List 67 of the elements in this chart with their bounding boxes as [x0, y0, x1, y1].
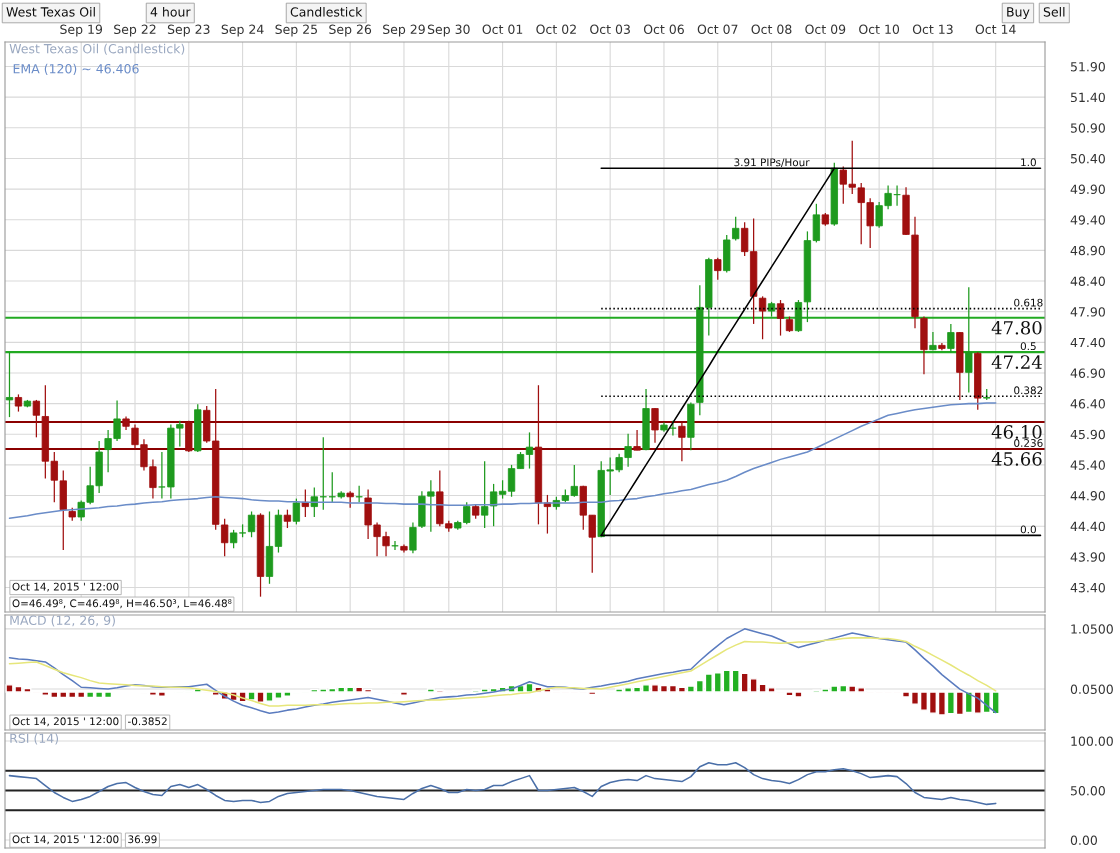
y-tick-label: 0.0500 [1070, 684, 1113, 694]
annotation: Oct 14, 2015 ' 12:00 [12, 717, 119, 727]
y-tick-label: 1.0500 [1071, 624, 1113, 634]
y-tick-label: 47.90 [1070, 307, 1105, 317]
x-tick-label: Sep 25 [275, 24, 318, 37]
annotation: Oct 14, 2015 ' 12:00 [12, 582, 119, 592]
y-tick-label: 50.40 [1070, 153, 1105, 164]
y-tick-label: 45.90 [1070, 429, 1105, 440]
x-tick-label: Oct 08 [751, 24, 792, 35]
x-tick-label: Oct 06 [643, 24, 684, 35]
y-tick-label: 0.00 [1070, 835, 1097, 845]
text: Candlestick [290, 6, 363, 17]
annotation: 1.0 [1021, 158, 1036, 167]
y-tick-label: 100.00 [1071, 736, 1113, 746]
x-tick-label: Sep 29 [383, 24, 425, 37]
ref-line-label: 47.24 [991, 355, 1042, 369]
y-tick-label: 47.40 [1070, 337, 1105, 348]
x-tick-label: Sep 19 [60, 24, 103, 37]
text: 4 hour [150, 6, 191, 17]
x-tick-label: Oct 01 [482, 24, 523, 35]
chart-title: RSI (14) [10, 733, 59, 745]
chart-title: MACD (12, 26, 9) [10, 615, 115, 627]
x-tick-label: Sep 22 [114, 24, 156, 37]
x-tick-label: Oct 13 [912, 24, 953, 35]
y-tick-label: 44.90 [1070, 491, 1105, 501]
text: Sell [1043, 6, 1065, 17]
x-tick-label: Oct 14 [975, 24, 1016, 35]
x-tick-label: Oct 03 [590, 24, 630, 35]
annotation: 0.5 [1020, 342, 1036, 351]
y-tick-label: 44.40 [1070, 521, 1105, 532]
x-tick-label: Sep 26 [329, 24, 372, 37]
y-tick-label: 46.40 [1070, 399, 1105, 409]
y-tick-label: 51.40 [1070, 92, 1105, 103]
x-tick-label: Oct 10 [859, 24, 900, 35]
x-tick-label: Oct 07 [697, 24, 738, 35]
y-tick-label: 48.90 [1070, 245, 1105, 256]
y-tick-label: 43.40 [1070, 582, 1105, 593]
annotation: 36.99 [128, 835, 157, 844]
y-tick-label: 49.90 [1070, 184, 1105, 195]
y-tick-label: 46.90 [1070, 368, 1105, 378]
annotation: 3.91 PIPs/Hour [734, 158, 810, 168]
y-tick-label: 48.40 [1070, 276, 1105, 286]
text: West Texas Oil [6, 6, 95, 17]
y-tick-label: 50.00 [1070, 785, 1105, 796]
y-tick-label: 49.40 [1070, 215, 1105, 225]
annotation: 0.618 [1014, 298, 1043, 307]
annotation: -0.3852 [128, 717, 167, 726]
text: EMA (120) ~ 46.406 [13, 63, 139, 75]
y-tick-label: 51.90 [1070, 61, 1105, 72]
y-tick-label: 50.90 [1070, 123, 1105, 133]
ref-line-label: 47.80 [991, 320, 1042, 335]
x-tick-label: Oct 02 [536, 24, 576, 35]
x-tick-label: Sep 24 [221, 24, 264, 37]
chart-title: West Texas Oil (Candlestick) [9, 43, 185, 55]
annotation: 0.0 [1020, 525, 1036, 534]
x-tick-label: Sep 30 [427, 24, 470, 37]
ref-line-label: 46.10 [991, 425, 1042, 439]
x-tick-label: Sep 23 [167, 24, 210, 37]
annotation: 0.236 [1014, 439, 1043, 447]
ref-line-label: 45.66 [991, 452, 1042, 466]
text: Buy [1007, 7, 1030, 20]
x-tick-label: Oct 09 [805, 24, 846, 35]
annotation: Oct 14, 2015 ' 12:00 [12, 835, 119, 845]
y-tick-label: 43.90 [1070, 552, 1105, 562]
y-tick-label: 45.40 [1070, 460, 1105, 470]
annotation: 0.382 [1014, 386, 1043, 395]
annotation: O=46.49⁸, C=46.49⁸, H=46.50³, L=46.48⁸ [12, 599, 232, 609]
